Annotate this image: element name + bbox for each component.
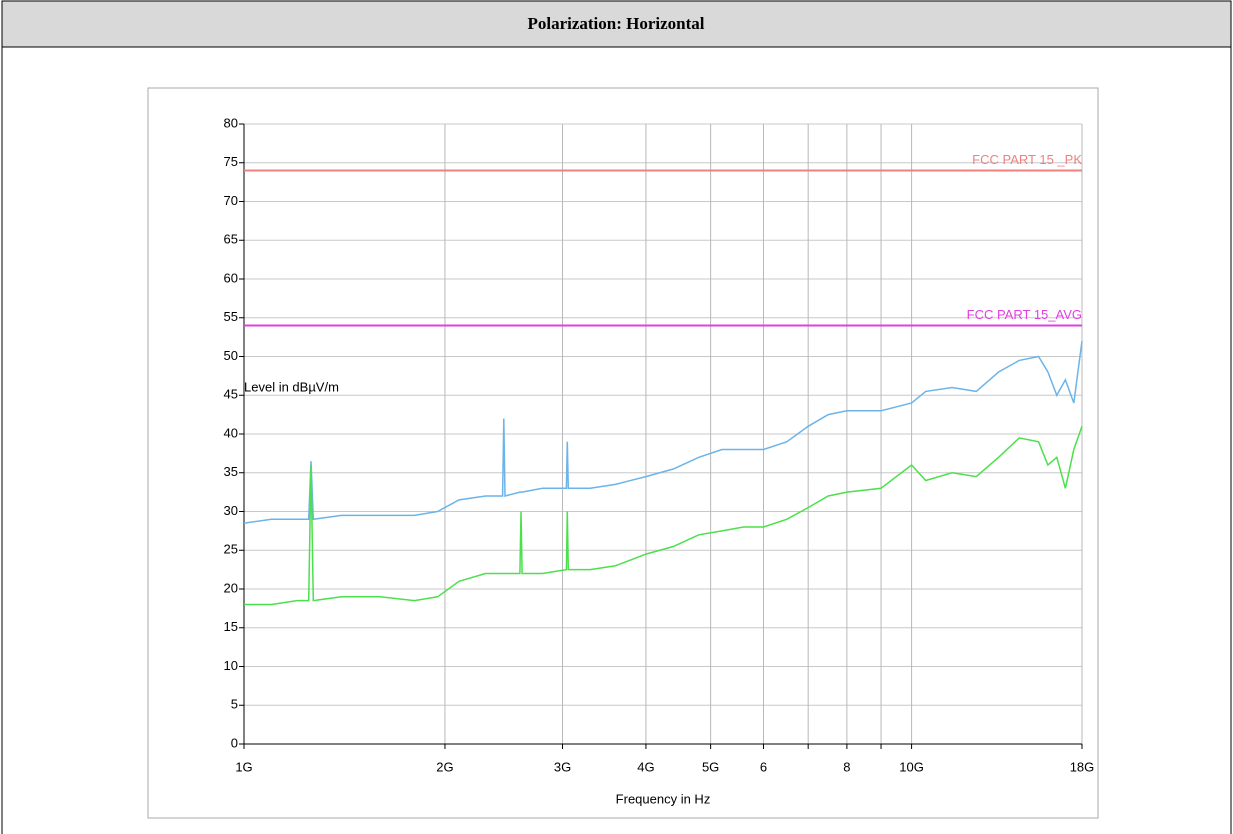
x-tick-label: 5G (702, 759, 719, 774)
y-tick-label: 30 (224, 503, 238, 518)
y-tick-label: 5 (231, 697, 238, 712)
y-tick-label: 20 (224, 580, 238, 595)
x-tick-label: 4G (637, 759, 654, 774)
y-tick-label: 50 (224, 348, 238, 363)
y-tick-label: 25 (224, 542, 238, 557)
body-cell (1, 46, 1232, 834)
chart-frame (147, 87, 1099, 819)
x-tick-label: 6 (760, 759, 767, 774)
y-tick-label: 40 (224, 425, 238, 440)
y-tick-label: 80 (224, 115, 238, 130)
limit-label: FCC PART 15_AVG (967, 307, 1082, 322)
y-tick-label: 60 (224, 270, 238, 285)
y-tick-label: 15 (224, 619, 238, 634)
y-tick-label: 10 (224, 658, 238, 673)
y-tick-label: 35 (224, 464, 238, 479)
y-tick-label: 45 (224, 387, 238, 402)
trace (243, 340, 1083, 524)
x-tick-label: 1G (235, 759, 252, 774)
x-axis-label: Frequency in Hz (616, 791, 711, 806)
y-tick-label: 55 (224, 309, 238, 324)
x-tick-label: 10G (899, 759, 924, 774)
header-cell (1, 0, 1232, 48)
limit-label: FCC PART 15 _PK (972, 152, 1082, 167)
y-tick-label: 70 (224, 193, 238, 208)
y-axis-label: Level in dBµV/m (244, 379, 339, 394)
x-tick-label: 8 (843, 759, 850, 774)
y-tick-label: 65 (224, 232, 238, 247)
x-tick-label: 2G (436, 759, 453, 774)
trace (244, 426, 1083, 606)
header-title: Polarization: Horizontal (527, 14, 704, 33)
y-tick-label: 0 (231, 735, 238, 750)
x-tick-label: 18G (1070, 759, 1095, 774)
y-tick-label: 75 (224, 154, 238, 169)
x-tick-label: 3G (554, 759, 571, 774)
